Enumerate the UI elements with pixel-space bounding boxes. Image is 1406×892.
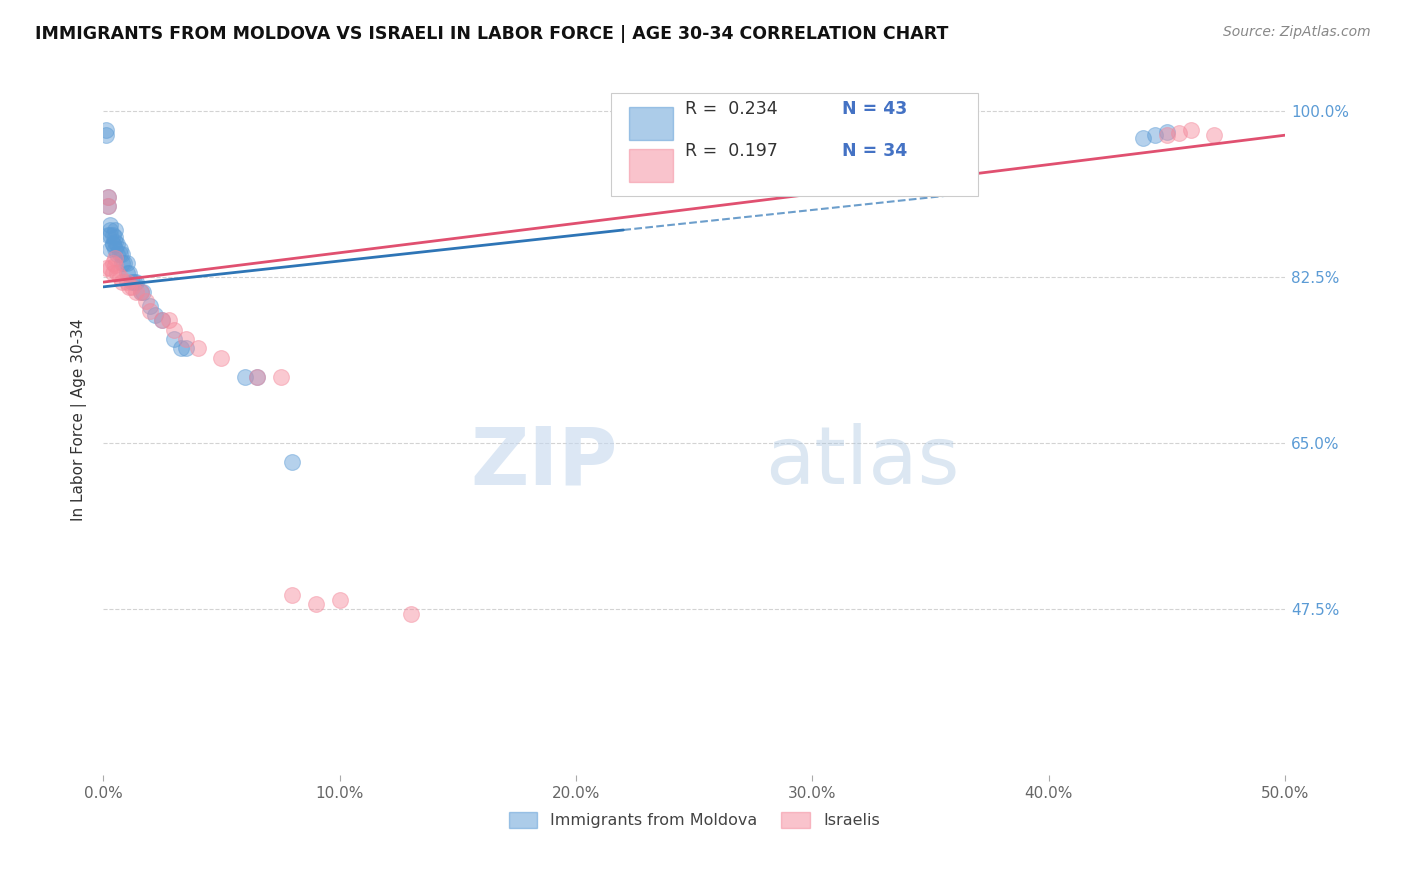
- Point: [108, 242, 131, 256]
- Point: [170, 342, 193, 356]
- Point: [329, 592, 352, 607]
- Text: N = 34: N = 34: [842, 142, 907, 160]
- Point: [209, 351, 232, 365]
- Point: [104, 223, 127, 237]
- Point: [270, 370, 292, 384]
- Point: [104, 258, 127, 272]
- Point: [105, 266, 128, 280]
- Point: [97, 190, 120, 204]
- Point: [157, 313, 180, 327]
- Point: [111, 246, 134, 260]
- Point: [94, 260, 117, 275]
- Point: [1167, 126, 1189, 140]
- Point: [163, 322, 186, 336]
- Y-axis label: In Labor Force | Age 30-34: In Labor Force | Age 30-34: [72, 318, 87, 521]
- Point: [105, 237, 128, 252]
- Point: [105, 246, 128, 260]
- Point: [108, 246, 131, 260]
- Point: [104, 229, 127, 244]
- Point: [163, 332, 186, 346]
- Text: ZIP: ZIP: [470, 424, 617, 501]
- Point: [101, 266, 124, 280]
- Point: [139, 299, 162, 313]
- Point: [98, 223, 121, 237]
- Text: atlas: atlas: [765, 424, 959, 501]
- Point: [150, 313, 173, 327]
- Point: [129, 285, 152, 299]
- Point: [101, 256, 124, 270]
- Point: [115, 256, 138, 270]
- Point: [98, 260, 121, 275]
- Point: [143, 308, 166, 322]
- FancyBboxPatch shape: [612, 93, 979, 195]
- Point: [122, 275, 145, 289]
- Point: [97, 199, 120, 213]
- Point: [139, 303, 162, 318]
- Point: [97, 227, 120, 242]
- Point: [111, 256, 134, 270]
- Point: [104, 235, 127, 250]
- Legend: Immigrants from Moldova, Israelis: Immigrants from Moldova, Israelis: [502, 805, 886, 835]
- Point: [281, 588, 304, 602]
- FancyBboxPatch shape: [630, 107, 673, 140]
- Point: [101, 237, 124, 252]
- Point: [115, 275, 138, 289]
- Point: [94, 128, 117, 143]
- Point: [111, 275, 134, 289]
- Point: [97, 190, 120, 204]
- Point: [121, 275, 143, 289]
- Point: [399, 607, 422, 621]
- Point: [150, 313, 173, 327]
- Point: [125, 285, 148, 299]
- FancyBboxPatch shape: [630, 149, 673, 182]
- Point: [174, 332, 197, 346]
- Point: [1156, 125, 1178, 139]
- Point: [98, 227, 121, 242]
- Point: [129, 285, 152, 299]
- Point: [1132, 131, 1154, 145]
- Point: [118, 280, 141, 294]
- Point: [118, 266, 141, 280]
- Text: IMMIGRANTS FROM MOLDOVA VS ISRAELI IN LABOR FORCE | AGE 30-34 CORRELATION CHART: IMMIGRANTS FROM MOLDOVA VS ISRAELI IN LA…: [35, 25, 949, 43]
- Point: [281, 455, 304, 469]
- Point: [108, 270, 131, 285]
- Point: [187, 342, 209, 356]
- Point: [1144, 128, 1167, 143]
- Text: N = 43: N = 43: [842, 100, 907, 118]
- Point: [1180, 123, 1202, 137]
- Point: [101, 237, 124, 252]
- Text: R =  0.197: R = 0.197: [685, 142, 778, 160]
- Point: [97, 199, 120, 213]
- Point: [115, 266, 138, 280]
- Point: [174, 342, 197, 356]
- Point: [104, 242, 127, 256]
- Point: [101, 227, 124, 242]
- Point: [246, 370, 269, 384]
- Point: [104, 252, 127, 266]
- Point: [233, 370, 256, 384]
- Point: [1156, 128, 1178, 143]
- Point: [121, 280, 143, 294]
- Point: [125, 275, 148, 289]
- Text: Source: ZipAtlas.com: Source: ZipAtlas.com: [1223, 25, 1371, 39]
- Point: [246, 370, 269, 384]
- Point: [1204, 128, 1226, 143]
- Point: [135, 294, 157, 309]
- Point: [98, 219, 121, 233]
- Point: [114, 256, 136, 270]
- Point: [305, 598, 328, 612]
- Point: [98, 242, 121, 256]
- Text: R =  0.234: R = 0.234: [685, 100, 778, 118]
- Point: [132, 285, 155, 299]
- Point: [94, 123, 117, 137]
